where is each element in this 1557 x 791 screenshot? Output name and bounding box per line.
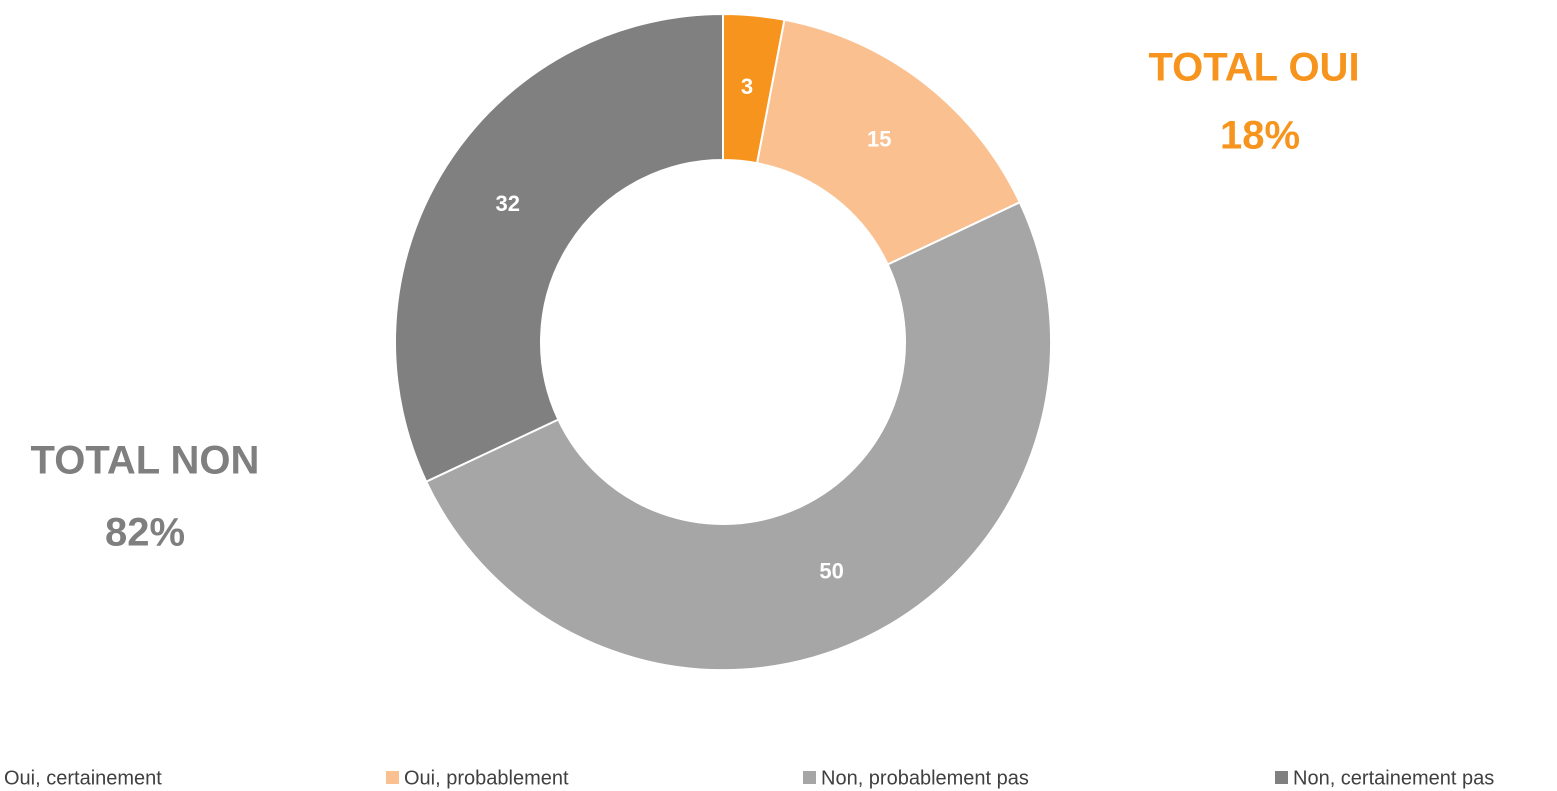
legend-label: Non, probablement pas: [821, 767, 1029, 789]
donut-slice: [755, 18, 1022, 266]
donut-slice: [424, 201, 1053, 672]
annotation: 18%: [1220, 114, 1300, 158]
data-label: 3: [741, 74, 753, 99]
legend-label: Non, certainement pas: [1293, 767, 1494, 789]
legend-swatch: [1275, 771, 1288, 784]
annotation: 82%: [105, 511, 185, 555]
legend-swatch: [803, 771, 816, 784]
annotation: TOTAL OUI: [1148, 46, 1359, 90]
annotation: TOTAL NON: [31, 439, 260, 483]
legend-label: Oui, probablement: [404, 767, 569, 789]
data-label: 32: [495, 191, 519, 216]
data-label: 50: [819, 559, 843, 584]
legend-swatch: [386, 771, 399, 784]
donut-slice: [394, 12, 724, 483]
data-label: 15: [867, 126, 891, 151]
legend-label: Oui, certainement: [4, 767, 162, 789]
